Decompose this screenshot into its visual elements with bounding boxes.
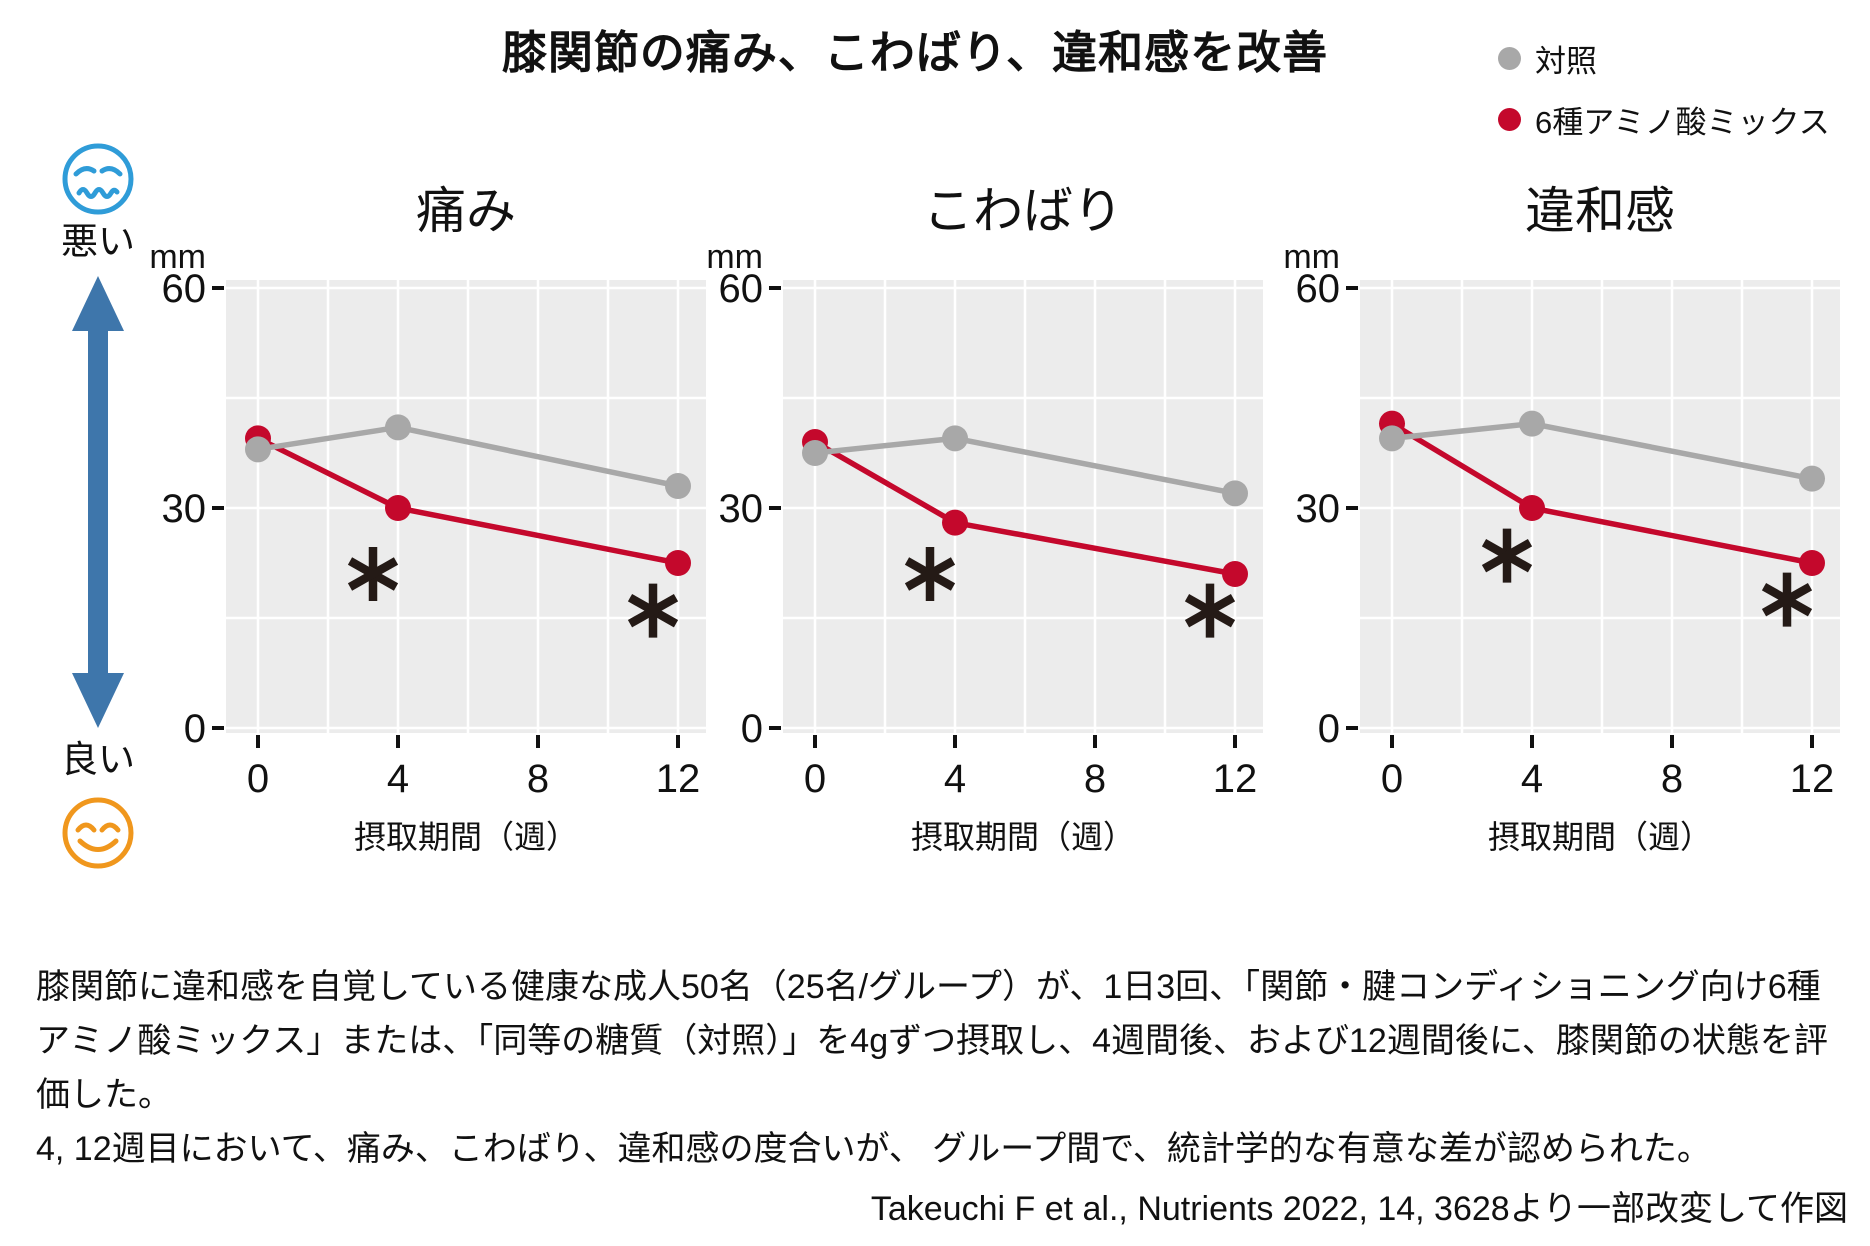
y-tick-label: 30 — [1296, 487, 1341, 531]
chart-stiffness: 0 30 60 mm 0 4 8 12 摂取期間（週） こわばり — [693, 140, 1273, 870]
significance-asterisk — [347, 547, 399, 601]
severity-scale: 悪い 良い — [42, 142, 154, 870]
page-title: 膝関節の痛み、こわばり、違和感を改善 — [501, 27, 1329, 78]
asterisk-stroke — [1481, 538, 1533, 573]
sad-face-icon — [62, 143, 134, 215]
x-axis-label: 摂取期間（週） — [911, 819, 1135, 855]
data-point — [1799, 465, 1825, 492]
significance-asterisk — [904, 547, 956, 601]
x-tick-label: 0 — [1381, 757, 1403, 801]
citation: Takeuchi F et al., Nutrients 2022, 14, 3… — [870, 1190, 1848, 1228]
y-tick-label: 30 — [719, 487, 764, 531]
chart-title: こわばり — [923, 183, 1123, 239]
legend-label-control: 対照 — [1535, 44, 1597, 79]
happy-face-icon — [62, 797, 134, 869]
y-tick-label: 0 — [741, 707, 763, 751]
plot-panel — [783, 280, 1263, 733]
y-tick-label: 0 — [184, 707, 206, 751]
data-point — [1379, 425, 1405, 452]
chart-pain: 0 30 60 mm 0 4 8 12 摂取期間（週） 痛み — [136, 140, 716, 870]
study-result: 4, 12週目において、痛み、こわばり、違和感の度合いが、 グループ間で、統計学… — [36, 1130, 1711, 1168]
x-tick-label: 12 — [656, 757, 701, 801]
data-point — [385, 414, 411, 441]
asterisk-stroke — [904, 557, 956, 591]
y-axis-unit: mm — [1283, 238, 1340, 276]
asterisk-stroke — [627, 593, 679, 628]
scale-label-good: 良い — [61, 739, 135, 780]
x-tick-label: 0 — [804, 757, 826, 801]
data-point — [1799, 550, 1825, 576]
significance-asterisk — [1481, 528, 1533, 583]
legend-dot-amino-mix — [1498, 108, 1521, 131]
y-tick-label: 30 — [162, 487, 207, 531]
data-point — [665, 550, 691, 576]
chart-title: 痛み — [416, 183, 516, 239]
y-tick-label: 60 — [719, 267, 764, 311]
asterisk-stroke — [1761, 582, 1813, 617]
data-point — [385, 495, 411, 521]
chart-title: 違和感 — [1525, 183, 1675, 239]
y-tick-label: 60 — [162, 267, 207, 311]
double-arrow-icon — [72, 276, 124, 728]
asterisk-stroke — [347, 557, 399, 591]
scale-label-bad: 悪い — [61, 221, 135, 262]
chart-discomfort: 0 30 60 mm 0 4 8 12 摂取期間（週） 違和感 — [1270, 140, 1850, 870]
y-axis-unit: mm — [149, 238, 206, 276]
data-point — [1222, 561, 1248, 587]
x-tick-label: 4 — [944, 757, 966, 801]
data-point — [942, 425, 968, 452]
legend-item-amino-mix: 6種アミノ酸ミックス — [1498, 97, 1830, 142]
data-point — [665, 473, 691, 499]
data-point — [245, 436, 271, 463]
significance-asterisk — [627, 583, 679, 638]
y-tick-label: 60 — [1296, 267, 1341, 311]
x-tick-label: 0 — [247, 757, 269, 801]
data-point — [1519, 495, 1545, 521]
plot-panel — [226, 280, 706, 733]
x-axis-label: 摂取期間（週） — [354, 819, 578, 855]
footer: 膝関節に違和感を自覚している健康な成人50名（25名/グループ）が、1日3回、「… — [36, 960, 1848, 1236]
study-description: 膝関節に違和感を自覚している健康な成人50名（25名/グループ）が、1日3回、「… — [36, 968, 1828, 1114]
asterisk-stroke — [1184, 593, 1236, 628]
data-point — [802, 440, 828, 466]
plot-panel — [1360, 280, 1840, 733]
data-point — [942, 509, 968, 536]
legend-label-amino-mix: 6種アミノ酸ミックス — [1535, 105, 1830, 140]
y-tick-label: 0 — [1318, 707, 1340, 751]
y-axis-unit: mm — [706, 238, 763, 276]
significance-asterisk — [1184, 583, 1236, 638]
data-point — [1222, 480, 1248, 507]
x-tick-label: 8 — [527, 757, 549, 801]
legend-item-control: 対照 — [1498, 36, 1830, 81]
x-tick-label: 4 — [1521, 757, 1543, 801]
significance-asterisk — [1761, 572, 1813, 627]
x-tick-label: 8 — [1661, 757, 1683, 801]
x-tick-label: 4 — [387, 757, 409, 801]
legend-dot-control — [1498, 47, 1521, 70]
x-axis-label: 摂取期間（週） — [1488, 819, 1712, 855]
x-tick-label: 8 — [1084, 757, 1106, 801]
data-point — [1519, 410, 1545, 437]
legend: 対照 6種アミノ酸ミックス — [1498, 36, 1830, 142]
x-tick-label: 12 — [1790, 757, 1835, 801]
x-tick-label: 12 — [1213, 757, 1258, 801]
